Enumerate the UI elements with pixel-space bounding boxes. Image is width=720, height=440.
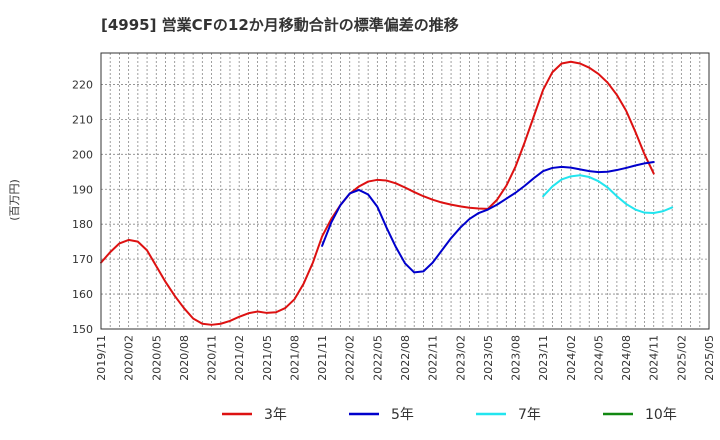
x-tick-label: 2024/08 (620, 335, 633, 381)
x-tick-label: 2023/08 (510, 335, 523, 381)
x-tick-label: 2019/11 (95, 335, 108, 381)
y-tick-labels: 150 160 170 180 190 200 210 220 (72, 78, 93, 336)
x-tick-label: 2025/02 (675, 335, 688, 381)
chart-title: [4995] 営業CFの12か月移動合計の標準偏差の推移 (101, 16, 459, 34)
series-lines (100, 60, 674, 326)
y-tick-label: 220 (72, 78, 93, 91)
x-tick-label: 2023/05 (482, 335, 495, 381)
x-tick-label: 2022/11 (427, 335, 440, 381)
y-tick-label: 160 (72, 288, 93, 301)
x-tick-label: 2022/02 (344, 335, 357, 381)
legend-label-10年: 10年 (645, 407, 677, 423)
legend-label-3年: 3年 (264, 407, 287, 423)
x-tick-label: 2020/02 (123, 335, 136, 381)
y-tick-label: 150 (72, 323, 93, 336)
y-tick-label: 200 (72, 148, 93, 161)
legend: 3年 5年 7年 10年 (222, 407, 677, 423)
series-line-7年 (542, 174, 674, 215)
x-tick-label: 2020/11 (206, 335, 219, 381)
x-tick-label: 2025/05 (703, 335, 716, 381)
x-tick-label: 2021/05 (261, 335, 274, 381)
x-tick-label: 2021/02 (233, 335, 246, 381)
x-tick-label: 2024/05 (592, 335, 605, 381)
x-tick-label: 2023/02 (454, 335, 467, 381)
series-line-5年 (321, 161, 655, 274)
y-tick-label: 170 (72, 253, 93, 266)
plot-border (100, 52, 710, 330)
y-tick-label: 210 (72, 113, 93, 126)
x-tick-label: 2024/02 (565, 335, 578, 381)
x-tick-label: 2022/05 (371, 335, 384, 381)
x-tick-label: 2022/08 (399, 335, 412, 381)
x-tick-labels: 2019/11 2020/02 2020/05 2020/08 2020/11 2021/… (95, 335, 716, 381)
x-tick-label: 2021/08 (288, 335, 301, 381)
x-tick-label: 2024/11 (648, 335, 661, 381)
legend-label-5年: 5年 (391, 407, 414, 423)
plot-frame (100, 52, 710, 330)
y-axis-label: (百万円) (8, 179, 21, 221)
series-line-3年 (100, 60, 655, 326)
y-tick-label: 180 (72, 218, 93, 231)
x-tick-label: 2021/11 (316, 335, 329, 381)
legend-label-7年: 7年 (518, 407, 541, 423)
x-tick-label: 2020/05 (150, 335, 163, 381)
x-tick-label: 2023/11 (537, 335, 550, 381)
vertical-gridlines (109, 53, 701, 329)
y-tick-label: 190 (72, 183, 93, 196)
x-tick-label: 2020/08 (178, 335, 191, 381)
